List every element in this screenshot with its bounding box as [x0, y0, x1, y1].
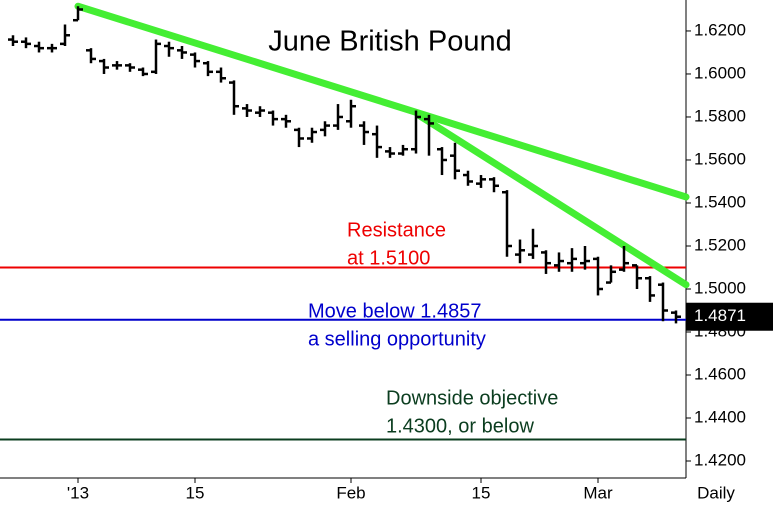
chart-title: June British Pound [268, 26, 511, 58]
trend-line [74, 2, 690, 201]
y-tick-label: 1.4400 [694, 407, 746, 426]
y-tick-label: 1.5800 [694, 106, 746, 125]
x-tick-label: 15 [472, 483, 491, 502]
y-tick-label: 1.5000 [694, 278, 746, 297]
annotation: a selling opportunity [308, 328, 486, 350]
y-tick-label: 1.5200 [694, 235, 746, 254]
trend-line [416, 112, 690, 289]
x-tick-label: '13 [67, 483, 89, 502]
x-tick-label: Feb [336, 483, 365, 502]
y-tick-label: 1.5600 [694, 149, 746, 168]
y-tick-label: 1.5400 [694, 192, 746, 211]
x-tick-label: Mar [583, 483, 613, 502]
x-tick-label: 15 [186, 483, 205, 502]
annotation: Move below 1.4857 [308, 300, 481, 322]
y-tick-label: 1.6200 [694, 20, 746, 39]
annotation: Downside objective [386, 387, 558, 409]
y-tick-label: 1.4200 [694, 450, 746, 469]
y-tick-label: 1.6000 [694, 63, 746, 82]
annotation: 1.4300, or below [386, 415, 534, 437]
last-price-label: 1.4871 [694, 306, 746, 325]
x-axis-label: Daily [697, 483, 735, 502]
annotation: at 1.5100 [347, 247, 430, 269]
annotation: Resistance [347, 219, 446, 241]
y-tick-label: 1.4600 [694, 364, 746, 383]
last-price-box [686, 302, 773, 331]
